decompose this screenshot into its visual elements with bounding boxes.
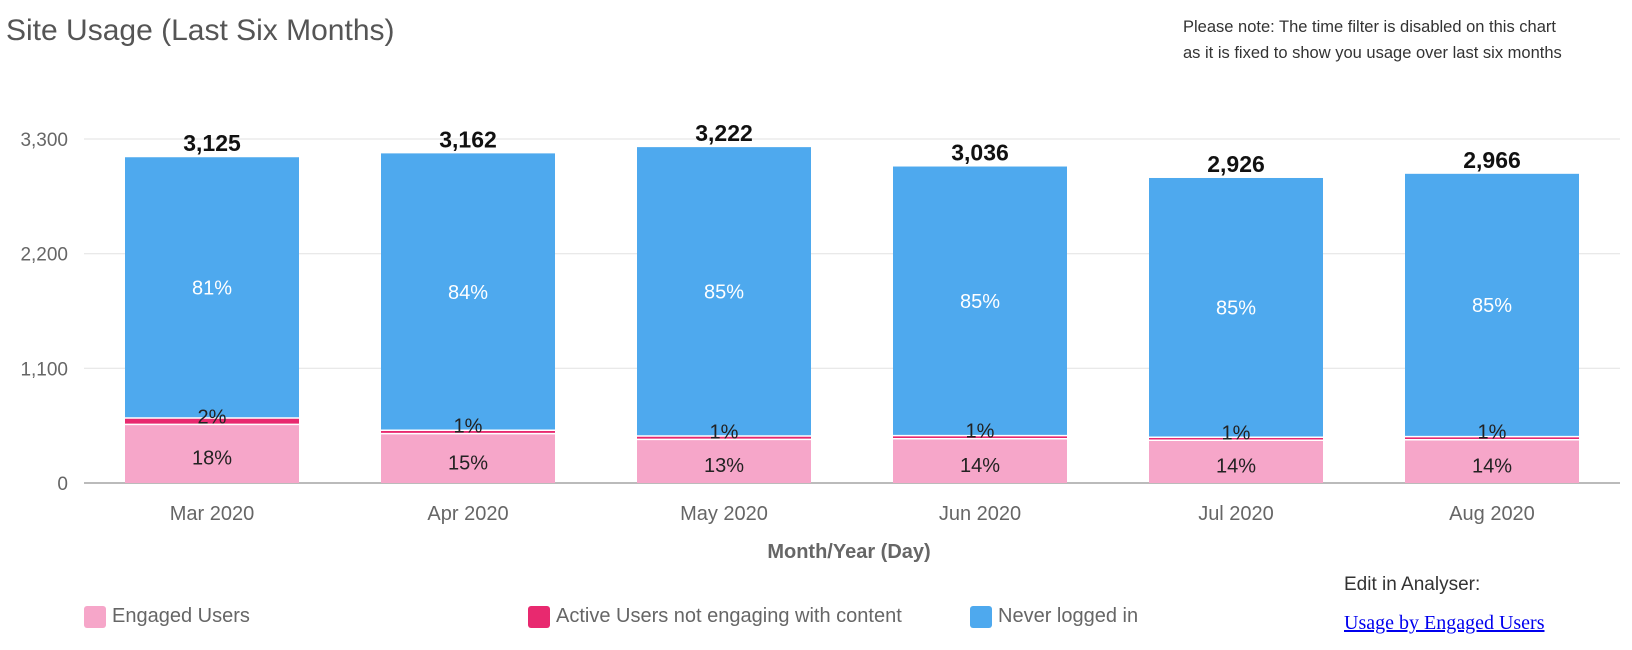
bar-segment-active <box>637 435 811 440</box>
y-tick-label: 1,100 <box>20 359 68 380</box>
bar-total-label: 3,036 <box>951 140 1009 166</box>
y-tick-label: 0 <box>57 474 68 495</box>
data-label-active: 1% <box>1222 422 1251 444</box>
data-label-engaged: 14% <box>960 455 1000 477</box>
data-label-active: 1% <box>710 421 739 443</box>
legend-item-engaged-users[interactable]: Engaged Users <box>84 605 250 628</box>
bar-segment-never <box>1149 177 1323 438</box>
x-tick-label: Aug 2020 <box>1449 503 1535 525</box>
data-label-never: 85% <box>1472 295 1512 317</box>
bar-segment-engaged <box>381 433 555 483</box>
bar-segment-never <box>125 157 299 418</box>
bar-segment-active <box>381 430 555 434</box>
data-label-engaged: 14% <box>1216 456 1256 478</box>
data-label-engaged: 13% <box>704 455 744 477</box>
legend-swatch-active <box>528 605 550 628</box>
x-tick-label: Apr 2020 <box>427 503 508 525</box>
bar-total-label: 2,966 <box>1463 147 1521 173</box>
data-label-never: 85% <box>1216 298 1256 320</box>
bar-segment-active <box>893 435 1067 439</box>
bar-segment-engaged <box>1149 440 1323 483</box>
data-label-never: 85% <box>960 291 1000 313</box>
data-label-active: 2% <box>198 406 227 428</box>
bar-total-label: 3,222 <box>695 120 753 146</box>
y-tick-label: 3,300 <box>20 130 68 151</box>
data-label-never: 85% <box>704 282 744 304</box>
legend-item-never-logged-in[interactable]: Never logged in <box>970 605 1138 628</box>
data-label-never: 84% <box>448 282 488 304</box>
data-label-engaged: 15% <box>448 452 488 474</box>
stacked-bar-chart: 0 1,100 2,200 3,300 18% 2% 81% 3,125 Mar 2020 15%… <box>20 120 1620 563</box>
legend-item-active-users[interactable]: Active Users not engaging with content <box>528 605 902 628</box>
usage-by-engaged-users-link[interactable]: Usage by Engaged Users <box>1344 612 1545 634</box>
data-label-active: 1% <box>454 416 483 438</box>
bar-segment-active <box>1149 437 1323 441</box>
data-label-active: 1% <box>1478 422 1507 444</box>
bar-segment-engaged <box>125 424 299 483</box>
data-label-never: 81% <box>192 278 232 300</box>
bar-segment-active <box>125 417 299 425</box>
bar-segment-never <box>381 153 555 431</box>
chart-title: Site Usage (Last Six Months) <box>6 14 395 47</box>
bar-total-label: 3,162 <box>439 126 497 152</box>
legend-swatch-never <box>970 605 992 628</box>
edit-in-analyser-label: Edit in Analyser: <box>1344 574 1481 595</box>
x-axis-title: Month/Year (Day) <box>767 541 930 563</box>
legend-swatch-engaged <box>84 605 106 628</box>
bar-total-label: 3,125 <box>183 130 241 156</box>
note-line-1: Please note: The time filter is disabled… <box>1183 18 1556 36</box>
bar-segment-active <box>1405 436 1579 440</box>
bar-segment-engaged <box>637 439 811 483</box>
legend-label-engaged: Engaged Users <box>112 605 250 627</box>
bar-segment-engaged <box>1405 439 1579 483</box>
time-filter-note: Please note: The time filter is disabled… <box>1183 14 1623 66</box>
data-label-active: 1% <box>966 421 995 443</box>
x-tick-label: Jul 2020 <box>1198 503 1274 525</box>
data-label-engaged: 18% <box>192 448 232 470</box>
bar-segment-never <box>1405 173 1579 437</box>
bar-segment-never <box>893 166 1067 436</box>
legend-label-active: Active Users not engaging with content <box>556 605 902 627</box>
y-tick-label: 2,200 <box>20 245 68 266</box>
bar-segment-engaged <box>893 438 1067 483</box>
bar-segment-never <box>637 147 811 436</box>
x-tick-label: Mar 2020 <box>170 503 255 525</box>
data-label-engaged: 14% <box>1472 455 1512 477</box>
bar-total-label: 2,926 <box>1207 151 1265 177</box>
x-tick-label: Jun 2020 <box>939 503 1021 525</box>
note-line-2: as it is fixed to show you usage over la… <box>1183 44 1562 62</box>
legend-label-never: Never logged in <box>998 605 1139 627</box>
x-tick-label: May 2020 <box>680 503 768 525</box>
